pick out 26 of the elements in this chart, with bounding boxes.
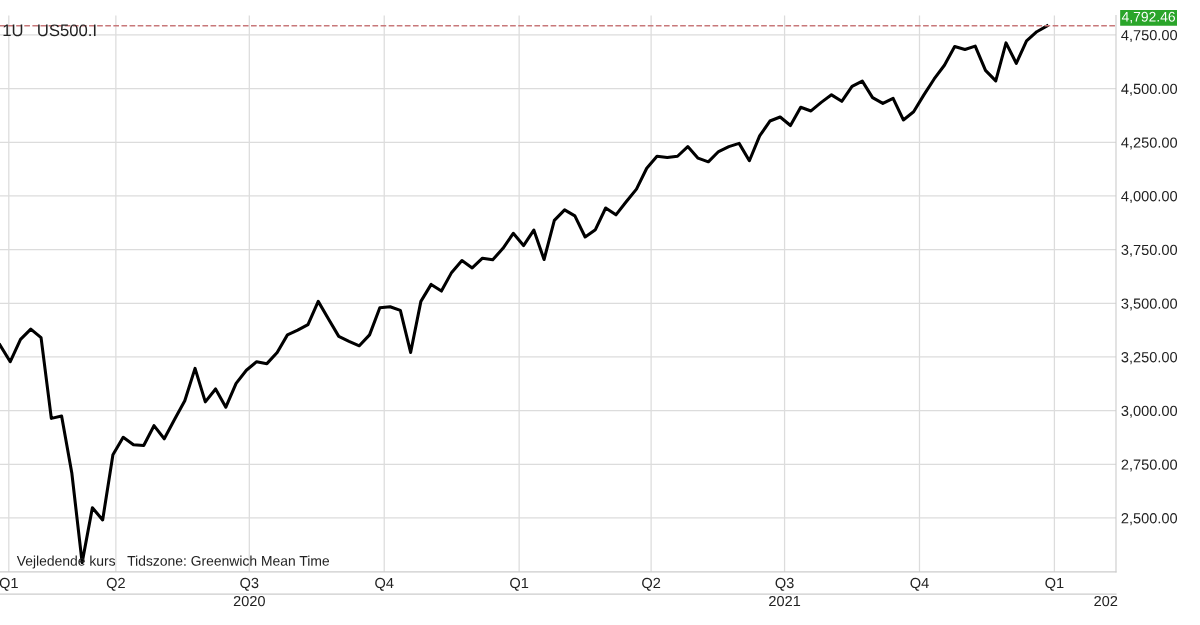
ref-line-label: 4,792.46 — [1121, 11, 1176, 24]
x-tick-label: Q1 — [0, 577, 18, 591]
y-tick-label: 3,250.00 — [1121, 352, 1178, 365]
y-tick-label: 4,250.00 — [1121, 137, 1178, 150]
x2-tick-label: 202 — [1094, 595, 1118, 607]
x-tick-label: Q3 — [775, 577, 794, 591]
x-tick-label: Q2 — [106, 577, 125, 591]
x-tick-label: Q4 — [910, 577, 929, 591]
y-tick-label: 4,500.00 — [1121, 83, 1178, 96]
y-tick-label: 3,000.00 — [1121, 405, 1178, 418]
x-tick-label: Q3 — [240, 577, 259, 591]
x-tick-label: Q2 — [642, 577, 661, 591]
x2-tick-label: 2021 — [769, 595, 801, 607]
y-tick-label: 3,500.00 — [1121, 298, 1178, 311]
y-tick-label: 4,750.00 — [1121, 30, 1178, 43]
y-tick-label: 3,750.00 — [1121, 244, 1178, 257]
annotation: Tidszone: Greenwich Mean Time — [127, 555, 330, 566]
x2-tick-label: 2020 — [233, 595, 265, 607]
x-tick-label: Q1 — [510, 577, 529, 591]
y-tick-label: 4,000.00 — [1121, 191, 1178, 204]
y-tick-label: 2,750.00 — [1121, 459, 1178, 472]
chart-subtitle: US500.I — [38, 24, 96, 37]
y-tick-label: 2,500.00 — [1121, 513, 1178, 526]
chart-title: 1U — [3, 24, 23, 37]
x-tick-label: Q1 — [1045, 577, 1064, 591]
x-tick-label: Q4 — [375, 577, 394, 591]
